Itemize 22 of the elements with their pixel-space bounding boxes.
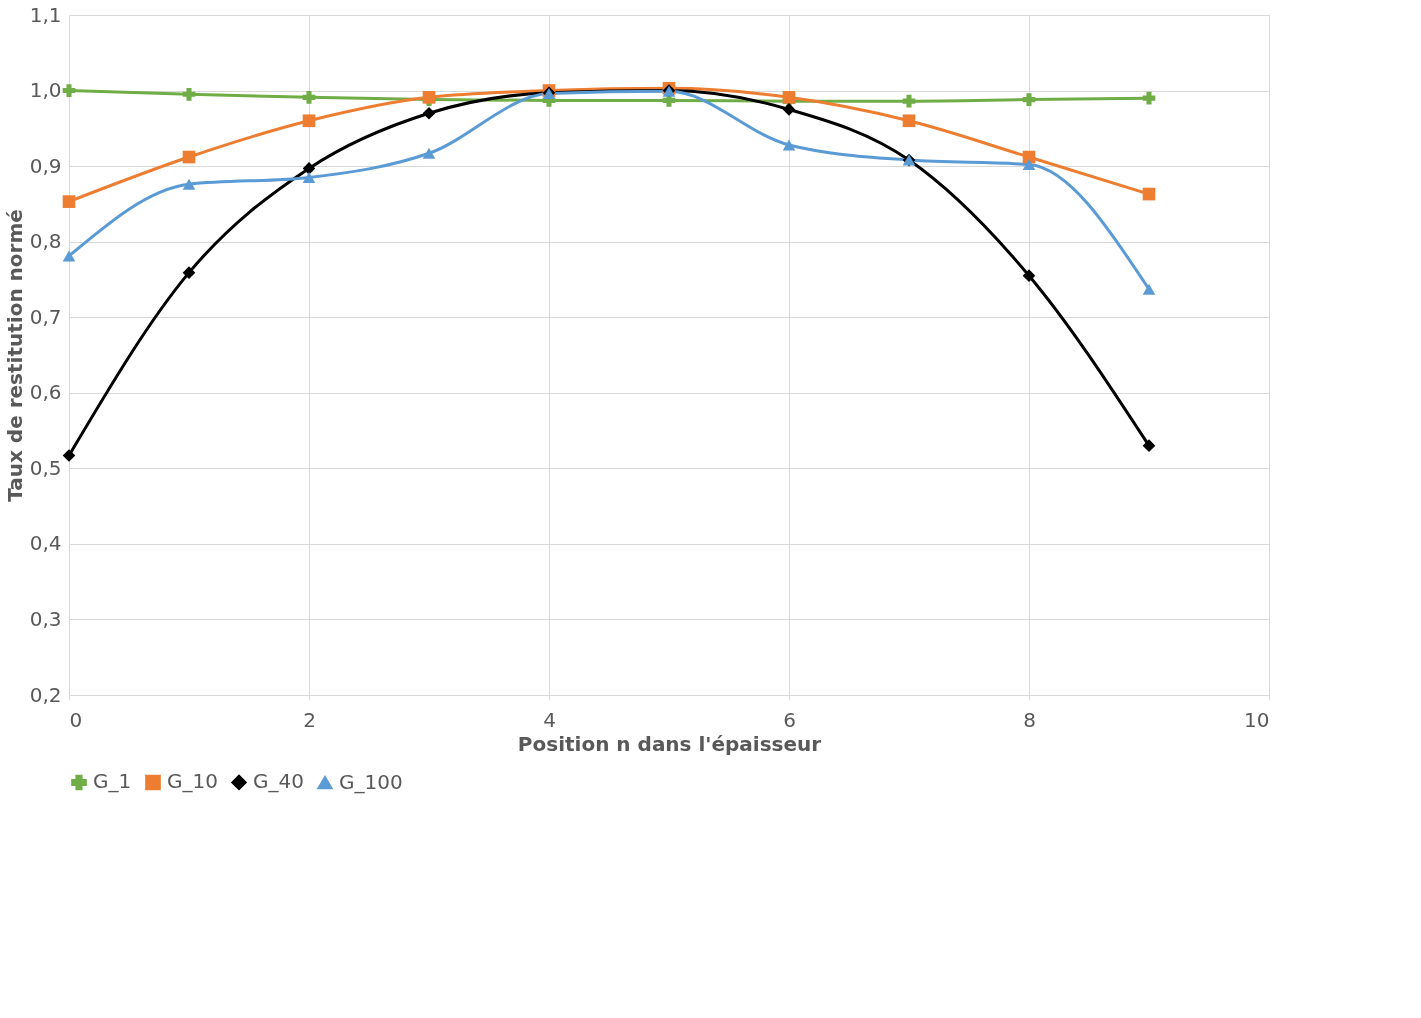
legend-label: G_1 xyxy=(93,769,132,794)
x-tick-label: 0 xyxy=(69,707,83,732)
y-tick-label: 0,7 xyxy=(29,304,62,329)
y-tick-label: 0,5 xyxy=(29,455,62,480)
x-tick-label: 2 xyxy=(303,707,316,732)
y-tick-label: 0,2 xyxy=(29,682,62,707)
legend-label: G_10 xyxy=(167,769,218,794)
x-tick-label: 6 xyxy=(783,707,796,732)
y-tick-label: 1,1 xyxy=(29,2,62,27)
x-tick-label: 10 xyxy=(1244,707,1270,732)
y-tick-label: 0,4 xyxy=(29,531,62,556)
y-tick-label: 0,8 xyxy=(29,229,62,254)
y-tick-label: 1,0 xyxy=(29,78,62,103)
legend-label: G_100 xyxy=(339,769,403,794)
y-tick-label: 0,3 xyxy=(29,606,62,631)
y-tick-label: 0,6 xyxy=(29,380,62,405)
legend-label: G_40 xyxy=(253,769,304,794)
x-tick-label: 8 xyxy=(1023,707,1036,732)
y-tick-label: 0,9 xyxy=(29,153,62,178)
y-axis-title: Taux de restitution normé xyxy=(2,209,27,502)
x-tick-label: 4 xyxy=(543,707,556,732)
x-axis-title: Position n dans l'épaisseur xyxy=(517,731,822,756)
